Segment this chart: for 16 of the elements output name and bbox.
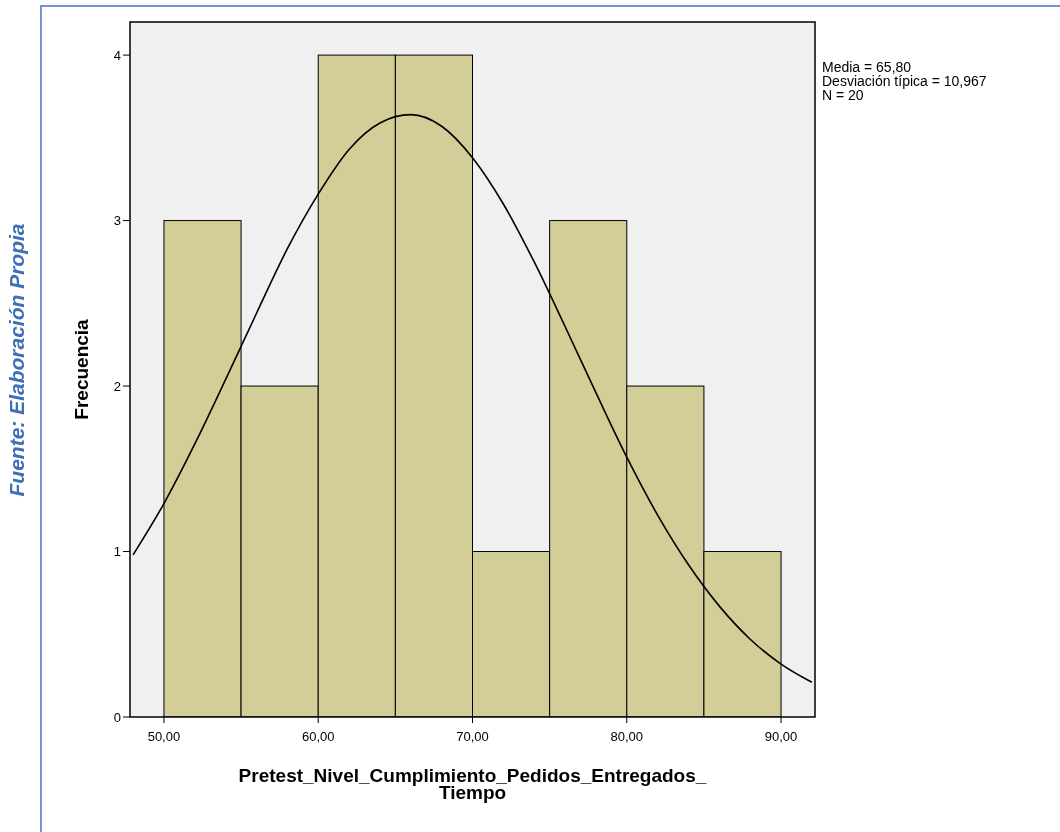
y-tick-label: 2 bbox=[113, 378, 121, 394]
x-tick-label: 60,00 bbox=[301, 729, 335, 744]
text: Media = 65,80 bbox=[822, 59, 912, 75]
x-tick-label: 90,00 bbox=[764, 729, 798, 744]
source-note: Fuente: Elaboración Propia bbox=[5, 223, 28, 497]
y-axis-title: Frecuencia bbox=[71, 318, 92, 420]
y-tick-label: 3 bbox=[113, 213, 121, 229]
text: Desviación típica = 10,967 bbox=[822, 73, 987, 89]
x-tick-label: 80,00 bbox=[610, 729, 644, 744]
x-tick-label: 70,00 bbox=[456, 729, 489, 744]
text: N = 20 bbox=[822, 87, 864, 103]
x-axis-title: Pretest_Nivel_Cumplimiento_Pedidos_Entregados_Tiempo bbox=[238, 765, 707, 803]
y-tick-label: 4 bbox=[113, 47, 121, 63]
y-tick-label: 1 bbox=[113, 544, 121, 560]
x-tick-label: 50,00 bbox=[147, 729, 181, 744]
y-tick-label: 0 bbox=[113, 709, 121, 725]
